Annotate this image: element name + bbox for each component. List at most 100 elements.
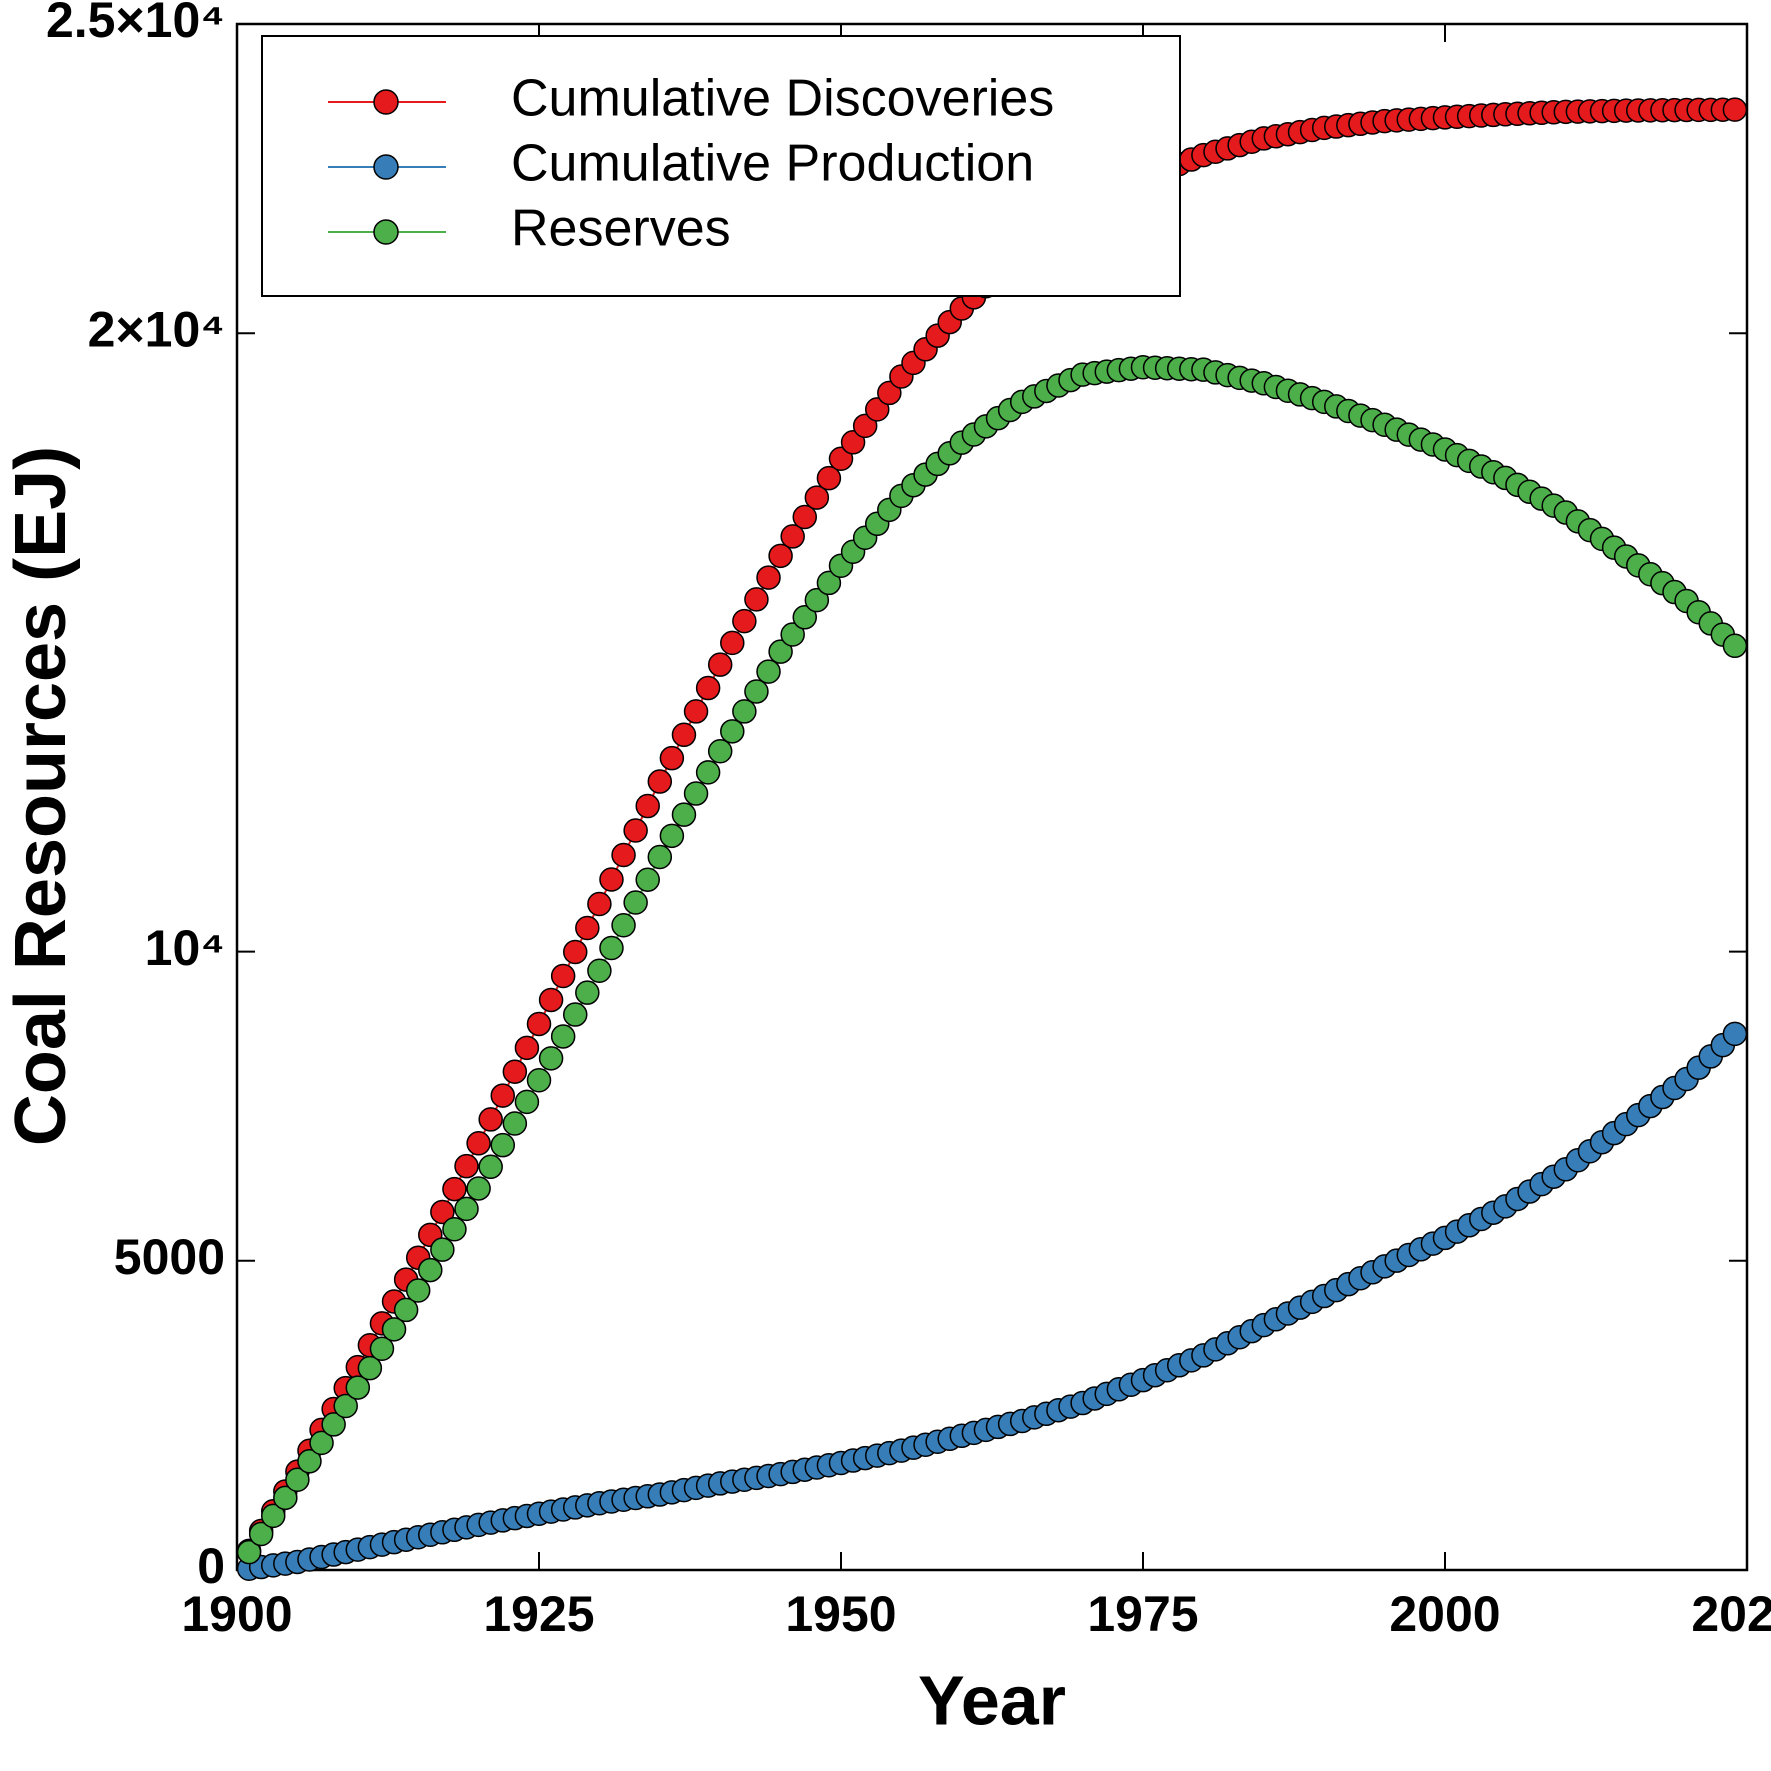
legend-label: Reserves	[511, 200, 731, 258]
data-point	[635, 867, 660, 892]
data-point	[297, 1449, 322, 1474]
data-point	[756, 565, 781, 590]
data-point	[647, 844, 673, 870]
data-point	[430, 1237, 455, 1262]
data-point	[756, 659, 781, 684]
data-point	[864, 397, 890, 422]
data-point	[562, 939, 588, 965]
data-point	[599, 867, 624, 892]
x-tick-label: 1950	[785, 1586, 896, 1642]
data-point	[840, 430, 866, 455]
x-tick-label: 2000	[1389, 1586, 1500, 1642]
y-tick-label: 5000	[114, 1229, 225, 1285]
data-point	[828, 446, 854, 471]
data-point	[418, 1257, 443, 1283]
data-point	[478, 1107, 503, 1132]
x-tick-label: 1925	[483, 1586, 594, 1642]
data-point	[454, 1196, 479, 1222]
data-point	[514, 1035, 540, 1061]
data-point	[804, 587, 830, 613]
data-point	[852, 413, 878, 439]
legend: Cumulative Discoveries Cumulative Product…	[261, 35, 1181, 297]
data-point	[526, 1011, 552, 1037]
data-point	[768, 543, 793, 569]
series-line	[248, 108, 1735, 1552]
data-point	[466, 1131, 491, 1156]
data-point	[744, 679, 769, 704]
data-point	[647, 769, 673, 794]
plot-frame	[235, 22, 1749, 1572]
data-point	[671, 802, 697, 827]
data-point	[683, 781, 709, 806]
legend-marker	[373, 89, 399, 115]
data-point	[599, 935, 624, 961]
data-point	[1722, 1021, 1748, 1047]
data-point	[732, 608, 757, 634]
data-point	[780, 524, 805, 549]
data-point	[1722, 97, 1748, 122]
data-point	[309, 1430, 334, 1456]
data-point	[623, 818, 648, 843]
legend-label: Cumulative Discoveries	[511, 70, 1054, 128]
data-point	[454, 1153, 479, 1179]
legend-label: Cumulative Production	[511, 135, 1034, 193]
data-point	[345, 1375, 371, 1400]
y-tick-label: 2.5×10⁴	[46, 0, 225, 48]
y-tick-label: 10⁴	[145, 920, 225, 976]
data-point	[877, 380, 902, 406]
data-point	[671, 722, 697, 748]
data-point	[478, 1154, 503, 1180]
data-point	[804, 485, 830, 510]
data-point	[659, 745, 685, 771]
data-point	[720, 719, 745, 744]
y-axis-title: Coal Resources (EJ)	[1, 446, 81, 1146]
data-point	[635, 793, 660, 819]
data-point	[514, 1089, 540, 1115]
data-point	[768, 639, 793, 664]
data-point	[792, 504, 818, 530]
data-point	[333, 1393, 358, 1419]
series-line	[248, 366, 1736, 1553]
legend-marker	[373, 154, 399, 180]
data-point	[562, 1002, 588, 1027]
data-point	[744, 587, 769, 612]
data-point	[502, 1111, 528, 1136]
data-point	[720, 630, 745, 656]
data-point	[405, 1278, 431, 1303]
data-point	[538, 1046, 564, 1071]
data-point	[623, 890, 648, 915]
y-tick-label: 0	[197, 1538, 225, 1594]
data-point	[321, 1412, 346, 1437]
y-tick-label: 2×10⁴	[88, 301, 225, 357]
data-point	[369, 1336, 395, 1361]
data-point	[780, 622, 805, 647]
data-point	[273, 1485, 298, 1511]
data-point	[695, 760, 721, 785]
data-point	[260, 1503, 286, 1529]
series-line	[248, 1033, 1736, 1570]
data-point	[490, 1083, 516, 1108]
data-point	[707, 738, 733, 764]
data-point	[248, 1521, 274, 1547]
data-point	[659, 823, 685, 849]
data-point	[490, 1132, 516, 1158]
data-point	[357, 1355, 383, 1381]
data-point	[502, 1059, 528, 1084]
data-point	[575, 915, 600, 941]
data-point	[285, 1467, 310, 1492]
data-point	[393, 1297, 419, 1323]
legend-marker	[373, 219, 399, 245]
data-point	[526, 1067, 552, 1093]
data-point	[236, 1539, 262, 1565]
data-point	[611, 913, 636, 938]
x-tick-label: 2025	[1691, 1586, 1771, 1642]
data-point	[550, 963, 576, 989]
x-tick-label: 1900	[181, 1586, 292, 1642]
data-point	[683, 699, 709, 724]
data-point	[587, 958, 612, 984]
x-axis-title: Year	[918, 1661, 1066, 1739]
data-point	[732, 699, 757, 724]
data-point	[587, 891, 612, 917]
data-point	[707, 652, 733, 677]
